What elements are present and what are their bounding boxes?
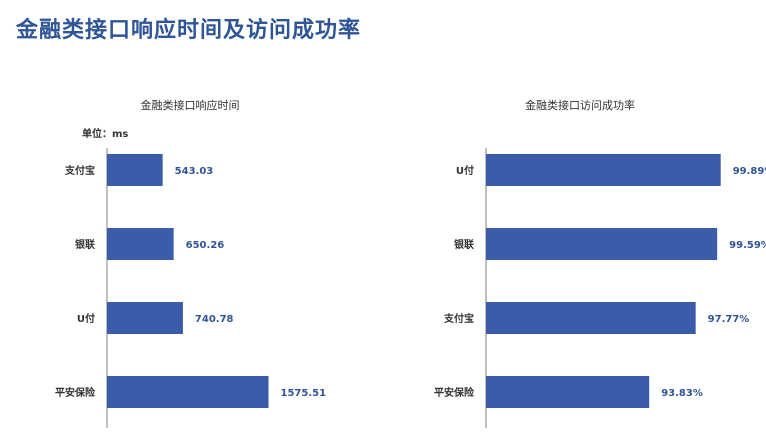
sr-bar-0 bbox=[486, 154, 721, 186]
rt-value-label-2: 740.78 bbox=[195, 314, 234, 325]
sr-bar-3 bbox=[486, 376, 650, 408]
sr-bar-1 bbox=[486, 228, 718, 260]
sr-bar-2 bbox=[486, 302, 696, 334]
rt-bar-3 bbox=[107, 376, 269, 408]
rt-value-label-0: 543.03 bbox=[175, 166, 214, 177]
sr-category-label-3: 平安保险 bbox=[434, 386, 475, 399]
rt-category-label-1: 银联 bbox=[75, 238, 95, 251]
rt-bar-2 bbox=[107, 302, 183, 334]
chart-2-title: 金融类接口访问成功率 bbox=[525, 99, 635, 112]
sr-value-label-2: 97.77% bbox=[708, 314, 750, 325]
chart-1-unit-label: 单位：ms bbox=[82, 129, 129, 140]
sr-category-label-1: 银联 bbox=[454, 238, 474, 251]
rt-bar-0 bbox=[107, 154, 163, 186]
rt-category-label-0: 支付宝 bbox=[64, 164, 95, 177]
sr-category-label-0: U付 bbox=[456, 164, 474, 177]
sr-value-label-3: 93.83% bbox=[661, 388, 703, 399]
sr-value-label-1: 99.59% bbox=[729, 240, 766, 251]
rt-category-label-3: 平安保险 bbox=[55, 386, 96, 399]
page-title: 金融类接口响应时间及访问成功率 bbox=[16, 18, 362, 43]
chart-1-title: 金融类接口响应时间 bbox=[140, 99, 240, 112]
rt-value-label-1: 650.26 bbox=[186, 240, 225, 251]
rt-category-label-2: U付 bbox=[77, 312, 95, 325]
rt-bar-1 bbox=[107, 228, 174, 260]
rt-value-label-3: 1575.51 bbox=[280, 388, 326, 399]
sr-value-label-0: 99.89% bbox=[733, 166, 766, 177]
sr-category-label-2: 支付宝 bbox=[443, 312, 474, 325]
